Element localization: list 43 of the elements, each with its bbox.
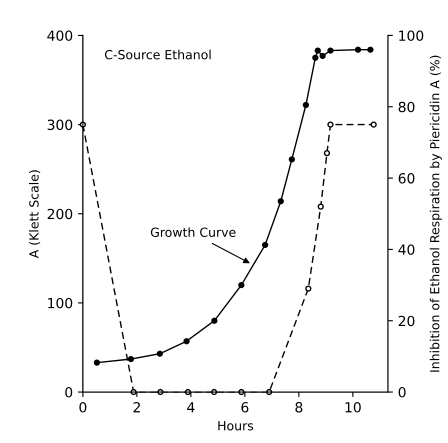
- point: [288, 156, 295, 162]
- y2-axis-title: Inhibition of Ethanol Respiration by Piericidin A (%): [430, 56, 442, 372]
- point: [324, 150, 330, 156]
- point: [354, 46, 362, 53]
- x-tick-label: 6: [241, 402, 248, 413]
- point: [367, 46, 374, 53]
- y-tick-label: 300: [48, 120, 72, 130]
- annotation: Growth Curve: [150, 227, 236, 237]
- x-tick-label: 8: [295, 402, 302, 413]
- y2-tick-label: 80: [398, 102, 414, 112]
- y2-tick-label: 40: [398, 244, 414, 255]
- point: [305, 286, 312, 292]
- point: [94, 360, 100, 366]
- y2-tick-label: 0: [398, 387, 406, 398]
- y-tick-label: 400: [47, 30, 72, 41]
- y2-tick-label: 100: [399, 30, 424, 41]
- point: [183, 338, 190, 344]
- point: [318, 203, 324, 210]
- y-tick-label: 100: [48, 298, 72, 308]
- x-tick-label: 0: [79, 402, 86, 413]
- point: [302, 102, 310, 108]
- point: [314, 47, 321, 54]
- point: [278, 198, 284, 204]
- point: [327, 121, 334, 128]
- x-axis-title: Hours: [218, 421, 254, 430]
- x-tick-label: 2: [133, 402, 140, 412]
- point: [320, 52, 326, 60]
- y-tick-label: 0: [65, 387, 72, 398]
- point: [128, 356, 134, 362]
- point: [238, 282, 244, 288]
- x-tick-label: 4: [187, 402, 195, 412]
- y2-tick-label: 60: [398, 173, 414, 184]
- y-axis-title: A (Klett Scale): [28, 170, 40, 258]
- y-tick-label: 200: [48, 208, 72, 220]
- y2-tick-label: 20: [398, 316, 414, 326]
- point: [312, 54, 318, 61]
- point: [327, 47, 334, 54]
- annotation: C-Source Ethanol: [104, 50, 211, 60]
- point: [262, 242, 268, 248]
- point: [211, 318, 218, 324]
- point: [156, 350, 163, 357]
- x-tick-label: 10: [346, 402, 361, 413]
- point: [370, 121, 377, 128]
